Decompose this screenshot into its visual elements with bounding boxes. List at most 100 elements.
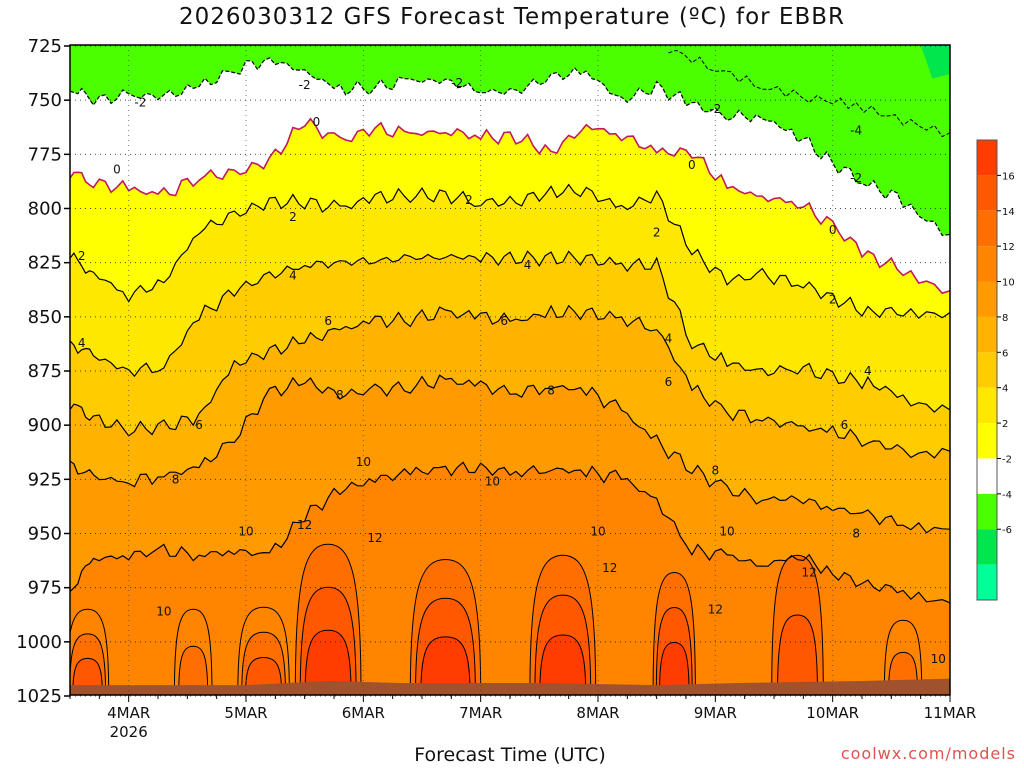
colorbar-label-12: 12 bbox=[1002, 242, 1015, 253]
contour-label-0: 0 bbox=[688, 158, 696, 172]
source-credit[interactable]: coolwx.com/models bbox=[840, 744, 1016, 763]
contour-line-4 bbox=[70, 250, 950, 413]
colorbar-swatch-2-4 bbox=[977, 387, 997, 424]
contour-label-8: 8 bbox=[852, 527, 860, 541]
colorbar-label-6: 6 bbox=[1002, 348, 1008, 359]
contour-line--4 bbox=[668, 49, 950, 138]
x-tick-label-4MAR: 4MAR bbox=[107, 704, 150, 722]
y-tick-label: 900 bbox=[28, 415, 62, 436]
contour-label-layer: -2-2-2-2-2-40000222224444466666888881010… bbox=[78, 76, 946, 666]
y-tick-label: 1000 bbox=[16, 632, 62, 653]
y-tick-label: 1025 bbox=[16, 686, 62, 707]
colorbar-label--4: -4 bbox=[1002, 490, 1012, 501]
contour-label-10: 10 bbox=[931, 652, 946, 666]
y-tick-label: 850 bbox=[28, 307, 62, 328]
warm-core-4-16 bbox=[420, 636, 471, 695]
contour-label-10: 10 bbox=[156, 605, 171, 619]
y-tick-label: 725 bbox=[28, 36, 62, 57]
colorbar-swatch-6-8 bbox=[977, 316, 997, 353]
y-tick-label: 950 bbox=[28, 524, 62, 545]
contour-label-10: 10 bbox=[485, 475, 500, 489]
contour-label-6: 6 bbox=[841, 418, 849, 432]
contour-line-0 bbox=[70, 117, 950, 295]
colorbar-legend: 16 14 12 10 8 6 4 2 -2 -4 -6 bbox=[976, 139, 1015, 601]
contour-label-8: 8 bbox=[336, 388, 344, 402]
contour-label-10: 10 bbox=[590, 524, 605, 538]
contour-line-6 bbox=[70, 304, 950, 459]
warm-core-7-14 bbox=[776, 614, 819, 695]
x-tick-label-10MAR: 10MAR bbox=[806, 704, 859, 722]
temperature-fill-layer bbox=[70, 45, 950, 695]
y-axis: 725 750 775 800 825 850 875 900 925 950 975 1000 102… bbox=[16, 36, 70, 707]
x-year-label: 2026 bbox=[110, 723, 148, 741]
contour-label-4: 4 bbox=[78, 336, 86, 350]
colorbar-label--2: -2 bbox=[1002, 454, 1012, 465]
y-tick-label: 825 bbox=[28, 253, 62, 274]
warm-core-3-16 bbox=[304, 629, 352, 695]
y-tick-label: 925 bbox=[28, 469, 62, 490]
contour-label-2: 2 bbox=[465, 193, 473, 207]
contour-label-12: 12 bbox=[802, 566, 817, 580]
y-tick-label: 975 bbox=[28, 578, 62, 599]
colorbar-swatch--2-0 bbox=[977, 458, 997, 494]
colorbar-swatch-≤-6 bbox=[977, 564, 997, 600]
colorbar-label-2: 2 bbox=[1002, 419, 1008, 430]
contour-label-10: 10 bbox=[238, 524, 253, 538]
contour-label--4: -4 bbox=[850, 124, 862, 138]
colorbar-swatch-0-2 bbox=[977, 423, 997, 459]
contour-line-10 bbox=[70, 461, 950, 604]
contour-label-8: 8 bbox=[547, 384, 555, 398]
colorbar-label-8: 8 bbox=[1002, 313, 1008, 324]
x-tick-label-11MAR: 11MAR bbox=[924, 704, 977, 722]
colorbar-swatch-4-6 bbox=[977, 352, 997, 388]
contour-label-4: 4 bbox=[289, 269, 297, 283]
contour-label--2: -2 bbox=[134, 95, 146, 109]
x-tick-label-9MAR: 9MAR bbox=[694, 704, 737, 722]
contour-label--2: -2 bbox=[299, 78, 311, 92]
colorbar-label-10: 10 bbox=[1002, 278, 1015, 289]
ground-surface bbox=[70, 678, 950, 695]
contour-label-4: 4 bbox=[864, 364, 872, 378]
y-tick-label: 750 bbox=[28, 90, 62, 111]
contour-label-10: 10 bbox=[356, 455, 371, 469]
fill-band-10 bbox=[70, 462, 950, 695]
y-tick-label: 875 bbox=[28, 361, 62, 382]
contour-label-2: 2 bbox=[289, 210, 297, 224]
fill-band-minus6 bbox=[920, 45, 950, 79]
y-tick-label: 775 bbox=[28, 144, 62, 165]
y-tick-label: 800 bbox=[28, 199, 62, 220]
warm-core-1-12 bbox=[178, 645, 209, 695]
contour-line--2 bbox=[70, 57, 950, 237]
x-tick-label-5MAR: 5MAR bbox=[224, 704, 267, 722]
x-axis: 4MAR 5MAR 6MAR 7MAR 8MAR 9MAR 10MAR 11MAR 2026 bbox=[69, 695, 977, 741]
warm-core-5-16 bbox=[539, 634, 587, 695]
colorbar-swatch--6--4 bbox=[977, 529, 997, 565]
contour-label-4: 4 bbox=[665, 332, 673, 346]
contour-label-2: 2 bbox=[653, 225, 661, 239]
colorbar-swatch-10-12 bbox=[977, 246, 997, 282]
warm-core-6-16 bbox=[658, 641, 690, 695]
contour-line-2 bbox=[70, 183, 950, 319]
colorbar-swatch-12-14 bbox=[977, 210, 997, 247]
contour-line-layer bbox=[70, 49, 950, 604]
contour-line-8 bbox=[70, 374, 950, 534]
colorbar-swatch-≥16 bbox=[977, 140, 997, 176]
contour-label-6: 6 bbox=[665, 375, 673, 389]
contour-label-12: 12 bbox=[367, 531, 382, 545]
contour-label-12: 12 bbox=[708, 602, 723, 616]
contour-label-0: 0 bbox=[113, 163, 121, 177]
contour-label-4: 4 bbox=[524, 258, 532, 272]
colorbar-label-16: 16 bbox=[1002, 171, 1015, 182]
contour-label--2: -2 bbox=[709, 102, 721, 116]
contour-label-12: 12 bbox=[297, 518, 312, 532]
x-tick-label-6MAR: 6MAR bbox=[342, 704, 385, 722]
x-tick-label-8MAR: 8MAR bbox=[576, 704, 619, 722]
contour-label-6: 6 bbox=[324, 314, 332, 328]
colorbar-label--6: -6 bbox=[1002, 525, 1012, 536]
x-axis-title: Forecast Time (UTC) bbox=[414, 744, 606, 766]
contour-label--2: -2 bbox=[451, 76, 463, 90]
contour-label--2: -2 bbox=[850, 171, 862, 185]
colorbar-label-14: 14 bbox=[1002, 207, 1015, 218]
contour-label-2: 2 bbox=[78, 249, 86, 263]
